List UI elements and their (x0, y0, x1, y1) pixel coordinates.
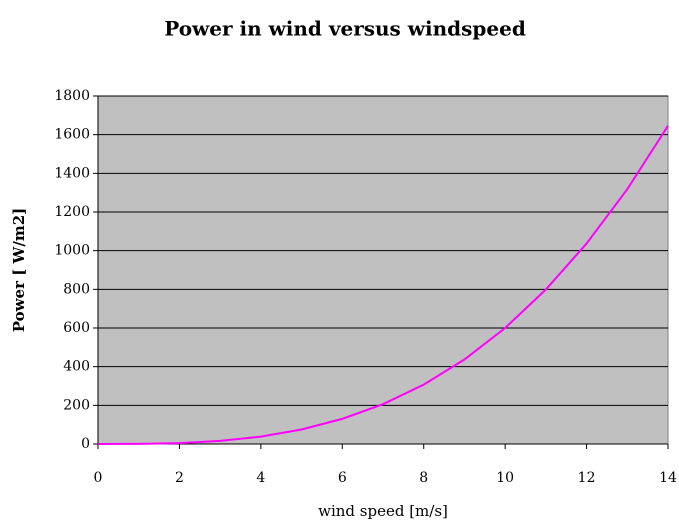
x-tick-label: 2 (175, 470, 184, 486)
x-tick-label: 12 (578, 470, 596, 486)
y-axis-label: Power [ W/m2] (10, 208, 28, 333)
y-tick-label: 600 (63, 320, 90, 336)
y-tick-label: 1200 (54, 204, 90, 220)
x-tick-label: 6 (338, 470, 347, 486)
x-axis-label: wind speed [m/s] (318, 502, 448, 520)
x-tick-label: 0 (94, 470, 103, 486)
y-tick-label: 1800 (54, 88, 90, 104)
data-line (97, 125, 669, 445)
y-tick-label: 400 (63, 359, 90, 375)
plot-area (97, 95, 669, 445)
y-tick-label: 0 (81, 436, 90, 452)
x-tick-label: 10 (496, 470, 514, 486)
y-tick-label: 1000 (54, 243, 90, 259)
x-tick-label: 4 (256, 470, 265, 486)
y-tick-label: 800 (63, 281, 90, 297)
x-tick-label: 8 (419, 470, 428, 486)
y-tick-label: 200 (63, 397, 90, 413)
y-tick-label: 1600 (54, 127, 90, 143)
chart-title: Power in wind versus windspeed (164, 17, 526, 41)
x-tick-label: 14 (659, 470, 677, 486)
y-tick-label: 1400 (54, 165, 90, 181)
